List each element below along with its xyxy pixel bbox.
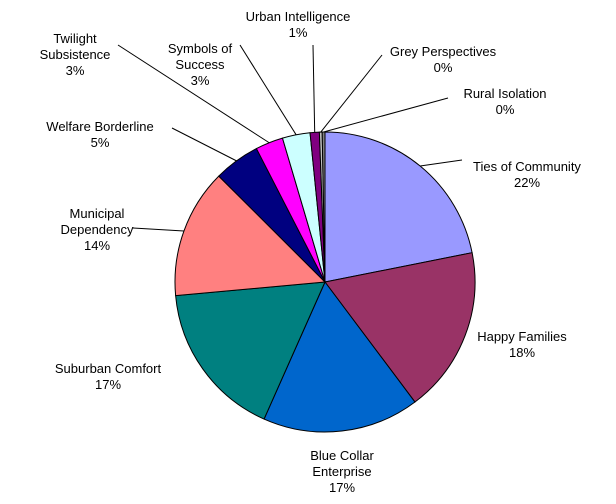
slice-label: Ties of Community 22% <box>457 159 597 191</box>
category-label: Symbols of Success <box>167 41 233 72</box>
category-label: Blue Collar Enterprise <box>310 448 374 479</box>
value-label: 17% <box>328 480 356 495</box>
slice-label: Happy Families 18% <box>462 329 582 361</box>
category-label: Grey Perspectives <box>389 44 497 59</box>
leader-line <box>320 54 383 133</box>
value-label: 17% <box>94 377 122 392</box>
pie-slice <box>175 281 326 420</box>
value-label: 22% <box>513 175 541 190</box>
value-label: 5% <box>90 135 110 150</box>
category-label: Rural Isolation <box>463 86 547 101</box>
slice-label: Grey Perspectives 0% <box>373 44 513 76</box>
category-label: Twilight Subsistence <box>39 31 111 62</box>
leader-line <box>420 159 463 167</box>
value-label: 14% <box>83 238 111 253</box>
slice-label: Blue Collar Enterprise 17% <box>300 448 385 496</box>
value-label: 1% <box>288 25 308 40</box>
value-label: 18% <box>508 345 536 360</box>
value-label: 0% <box>433 60 453 75</box>
slice-label: Twilight Subsistence 3% <box>35 31 115 79</box>
leader-line <box>312 44 316 133</box>
category-label: Happy Families <box>477 329 567 344</box>
slice-label: Welfare Borderline 5% <box>25 119 175 151</box>
category-label: Urban Intelligence <box>245 9 351 24</box>
slice-label: Suburban Comfort 17% <box>38 361 178 393</box>
value-label: 0% <box>495 102 515 117</box>
value-label: 3% <box>65 63 85 78</box>
pie-slice <box>174 175 327 297</box>
leader-line <box>132 227 184 232</box>
pie-slice <box>324 131 473 283</box>
leader-line <box>323 97 449 133</box>
slice-label: Symbols of Success 3% <box>163 41 238 89</box>
slice-label: Municipal Dependency 14% <box>57 206 137 254</box>
slice-label: Rural Isolation 0% <box>445 86 565 118</box>
category-label: Ties of Community <box>473 159 581 174</box>
pie-slice <box>324 252 476 403</box>
leader-line <box>117 44 270 144</box>
category-label: Welfare Borderline <box>46 119 154 134</box>
leader-line <box>239 44 297 136</box>
slice-label: Urban Intelligence 1% <box>218 9 378 41</box>
value-label: 3% <box>190 73 210 88</box>
pie-slice <box>263 281 416 433</box>
category-label: Suburban Comfort <box>54 361 162 376</box>
leader-line <box>171 127 237 162</box>
category-label: Municipal Dependency <box>60 206 134 237</box>
